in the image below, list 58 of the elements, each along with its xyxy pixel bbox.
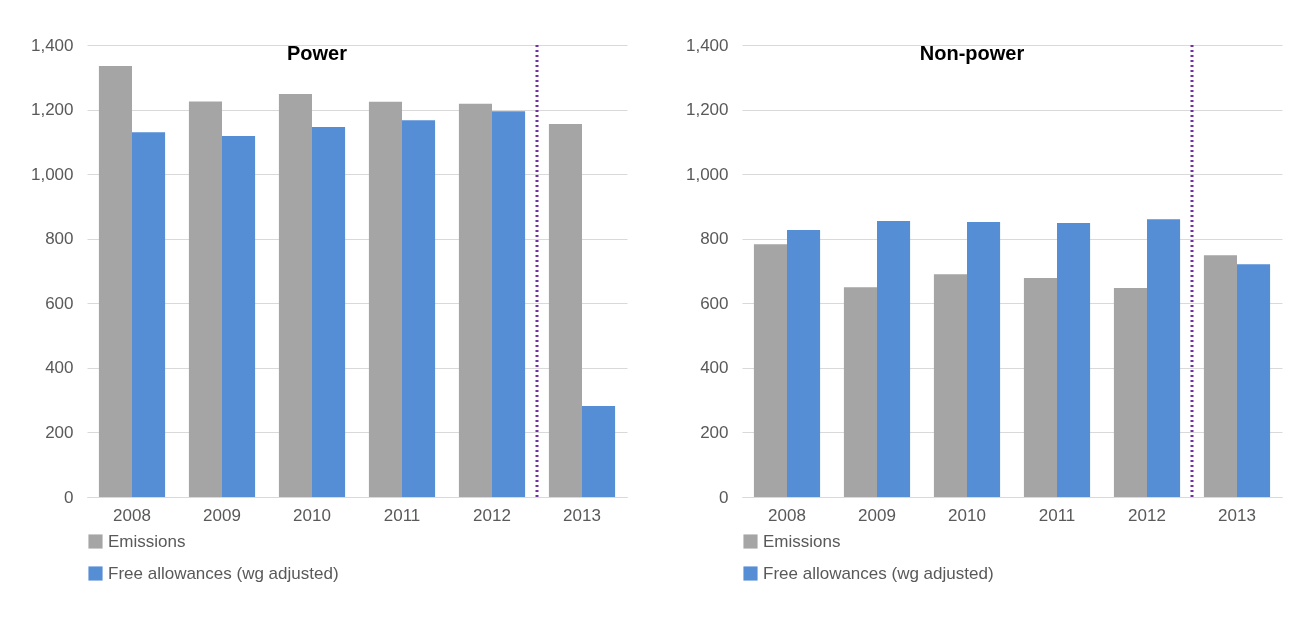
legend-label: Free allowances (wg adjusted) [763, 563, 994, 583]
bar [278, 94, 312, 497]
x-tick-label: 2012 [1128, 505, 1166, 525]
chart-title: Power [286, 42, 348, 64]
y-tick-label: 1,000 [685, 164, 729, 184]
bar [753, 244, 787, 497]
x-tick-label: 2011 [1038, 505, 1076, 525]
y-tick-label: 1,400 [30, 35, 74, 55]
bar [312, 127, 346, 497]
y-tick-label: 800 [45, 229, 74, 249]
y-tick-label: 400 [700, 358, 729, 378]
x-tick-label: 2009 [858, 505, 896, 525]
bar [1113, 288, 1147, 497]
y-tick-label: 0 [719, 487, 729, 507]
y-tick-label: 1,000 [30, 164, 74, 184]
bar [222, 136, 256, 497]
bar [1203, 255, 1237, 497]
x-tick-label: 2010 [948, 505, 986, 525]
bar [402, 120, 436, 497]
bar [98, 65, 132, 497]
bar [1237, 264, 1271, 497]
x-tick-label: 2012 [473, 505, 511, 525]
y-tick-label: 1,400 [685, 35, 729, 55]
legend-label: Emissions [108, 531, 186, 551]
bar [1057, 222, 1091, 497]
bar [492, 111, 526, 497]
x-tick-label: 2008 [768, 505, 806, 525]
bar [132, 132, 166, 497]
chart-title: Non-power [919, 42, 1025, 64]
x-tick-label: 2013 [1218, 505, 1256, 525]
bar [548, 124, 582, 497]
bar [843, 287, 877, 497]
bar [458, 103, 492, 497]
x-tick-label: 2011 [383, 505, 421, 525]
x-tick-label: 2009 [203, 505, 241, 525]
bar [967, 221, 1001, 497]
x-tick-label: 2010 [293, 505, 331, 525]
y-tick-label: 600 [700, 293, 729, 313]
bar [1023, 278, 1057, 497]
y-tick-label: 800 [700, 229, 729, 249]
legend-label: Free allowances (wg adjusted) [108, 563, 339, 583]
bar [368, 101, 402, 497]
y-tick-label: 400 [45, 358, 74, 378]
y-tick-label: 600 [45, 293, 74, 313]
x-tick-label: 2013 [563, 505, 601, 525]
y-tick-label: 1,200 [685, 100, 729, 120]
y-tick-label: 200 [45, 422, 74, 442]
bar [188, 101, 222, 497]
bar [877, 220, 911, 497]
bar [1147, 219, 1181, 497]
bar [933, 274, 967, 497]
bar [787, 230, 821, 497]
x-tick-label: 2008 [113, 505, 151, 525]
bar [582, 405, 616, 497]
legend-label: Emissions [763, 531, 841, 551]
y-tick-label: 200 [700, 422, 729, 442]
y-tick-label: 1,200 [30, 100, 74, 120]
y-tick-label: 0 [64, 487, 74, 507]
